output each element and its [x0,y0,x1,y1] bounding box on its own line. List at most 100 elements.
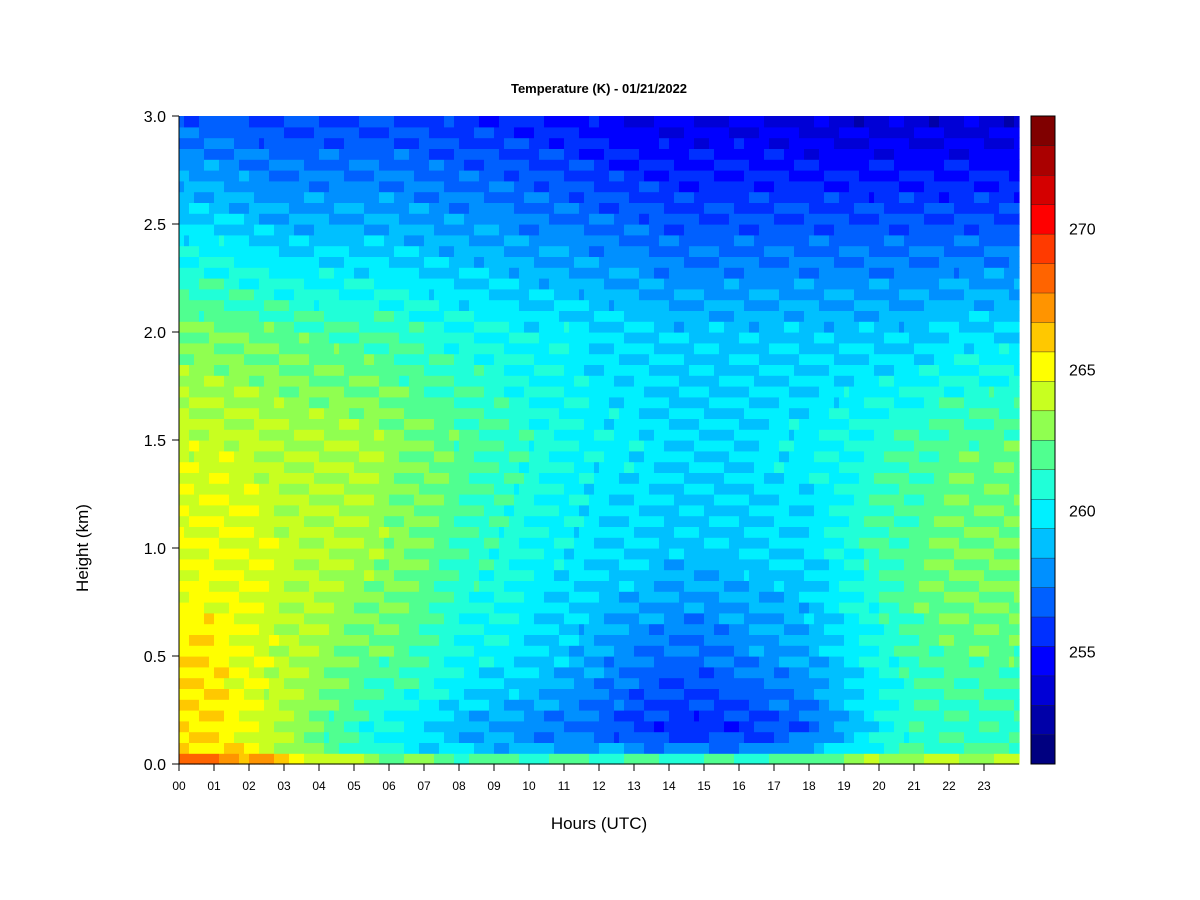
heatmap-cell [184,688,190,700]
heatmap-cell [559,332,565,344]
heatmap-cell [434,288,440,301]
heatmap-cell [374,558,380,571]
heatmap-cell [294,137,300,149]
heatmap-cell [474,515,480,527]
heatmap-cell [379,688,385,700]
heatmap-cell [574,472,580,484]
heatmap-cell [199,180,205,193]
heatmap-cell [459,321,465,333]
heatmap-cell [254,407,260,419]
heatmap-cell [444,623,450,635]
heatmap-cell [564,353,570,365]
heatmap-cell [399,418,405,430]
heatmap-cell [544,483,550,495]
heatmap-cell [469,494,475,506]
heatmap-cell [554,688,560,700]
heatmap-cell [399,623,405,635]
heatmap-cell [394,321,400,333]
heatmap-cell [349,191,355,203]
heatmap-cell [259,429,265,441]
heatmap-cell [369,137,375,149]
heatmap-cell [489,159,495,171]
heatmap-cell [454,558,460,571]
heatmap-cell [429,386,435,398]
heatmap-cell [349,321,355,333]
heatmap-cell [249,504,255,517]
heatmap-cell [274,116,280,128]
heatmap-cell [379,332,385,344]
heatmap-cell [579,656,585,668]
heatmap-cell [469,310,475,322]
heatmap-cell [269,504,275,517]
heatmap-cell [204,483,210,495]
heatmap-cell [339,332,345,344]
heatmap-cell [364,170,370,182]
heatmap-cell [189,612,195,625]
heatmap-cell [279,159,285,171]
heatmap-cell [449,364,455,376]
heatmap-cell [284,332,290,344]
heatmap-cell [234,429,240,441]
heatmap-cell [489,688,495,700]
heatmap-cell [264,558,270,571]
heatmap-cell [309,612,315,625]
heatmap-cell [229,461,235,473]
heatmap-cell [369,267,375,279]
heatmap-cell [304,180,310,193]
heatmap-cell [444,234,450,247]
heatmap-cell [359,634,365,646]
heatmap-cell [469,170,475,182]
heatmap-cell [179,310,185,322]
heatmap-cell [404,267,410,279]
heatmap-cell [324,288,330,301]
heatmap-cell [284,645,290,657]
heatmap-cell [584,342,590,355]
heatmap-cell [539,450,545,463]
heatmap-cell [359,710,365,722]
heatmap-cell [494,688,500,700]
heatmap-cell [294,170,300,182]
heatmap-cell [224,591,230,603]
heatmap-cell [464,472,470,484]
heatmap-cell [519,461,525,473]
heatmap-cell [544,526,550,538]
heatmap-cell [419,170,425,182]
heatmap-cell [334,753,340,765]
heatmap-cell [204,731,210,743]
heatmap-cell [454,602,460,614]
heatmap-cell [244,353,250,365]
heatmap-cell [194,245,200,257]
heatmap-cell [479,332,485,344]
heatmap-cell [589,710,595,722]
heatmap-cell [444,288,450,301]
heatmap-cell [484,278,490,290]
heatmap-cell [324,353,330,365]
heatmap-cell [559,364,565,376]
heatmap-cell [424,472,430,484]
heatmap-cell [489,677,495,689]
heatmap-cell [189,288,195,301]
heatmap-cell [239,602,245,614]
heatmap-cell [509,515,515,527]
heatmap-cell [409,321,415,333]
heatmap-cell [239,634,245,646]
heatmap-cell [449,602,455,614]
heatmap-cell [534,666,540,679]
heatmap-cell [329,202,335,214]
heatmap-cell [224,612,230,625]
heatmap-cell [494,656,500,668]
heatmap-cell [499,429,505,441]
heatmap-cell [194,720,200,733]
heatmap-cell [314,116,320,128]
heatmap-cell [314,569,320,581]
heatmap-cell [509,666,515,679]
heatmap-cell [249,710,255,722]
heatmap-cell [529,699,535,711]
heatmap-cell [369,234,375,247]
heatmap-cell [494,753,500,765]
heatmap-cell [184,310,190,322]
heatmap-cell [434,267,440,279]
heatmap-cell [409,159,415,171]
heatmap-cell [409,267,415,279]
heatmap-cell [409,742,415,754]
